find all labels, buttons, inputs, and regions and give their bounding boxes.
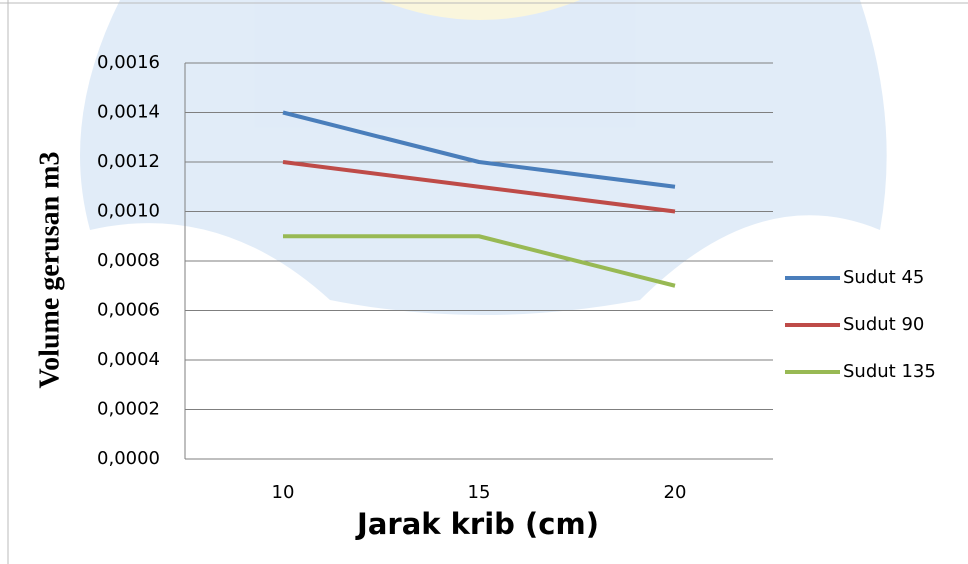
y-tick-label: 0,0016 [97,52,160,73]
y-tick-label: 0,0000 [97,448,160,469]
legend-label: Sudut 45 [843,267,924,288]
watermark [80,0,887,315]
y-tick-label: 0,0014 [97,102,160,123]
x-tick-label: 20 [664,482,687,503]
y-tick-label: 0,0008 [97,250,160,271]
y-tick-label: 0,0002 [97,399,160,420]
legend-label: Sudut 135 [843,361,936,382]
chart: Volume gerusan m3 Jarak krib (cm) 0,0000… [0,0,968,564]
y-tick-label: 0,0006 [97,300,160,321]
x-tick-label: 15 [468,482,491,503]
y-tick-label: 0,0010 [97,201,160,222]
page: {"chart_data": {"type": "line", "y_label… [0,0,968,564]
legend-label: Sudut 90 [843,314,924,335]
x-axis-title: Jarak krib (cm) [355,507,599,541]
y-axis-title: Volume gerusan m3 [34,152,65,389]
y-tick-label: 0,0004 [97,349,160,370]
x-tick-label: 10 [272,482,295,503]
y-tick-label: 0,0012 [97,151,160,172]
